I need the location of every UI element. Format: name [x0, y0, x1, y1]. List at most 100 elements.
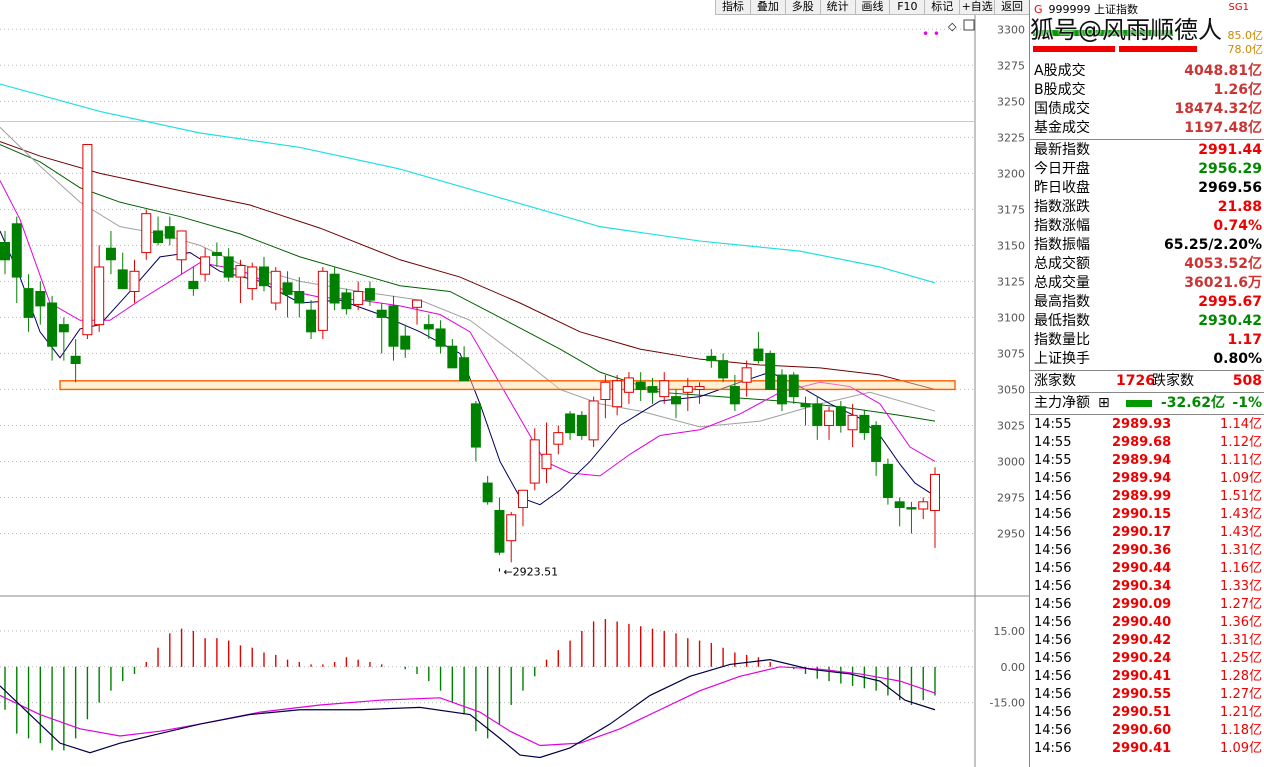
candle-body-37	[435, 328, 446, 347]
rise-fall-row: 涨家数 1726 跌家数 508	[1030, 372, 1264, 391]
volume-value: 18474.32亿	[1174, 101, 1262, 117]
stat-label: 最低指数	[1034, 313, 1090, 329]
candle-body-51	[600, 381, 611, 401]
candle-body-26	[306, 309, 317, 333]
candle-body-47	[553, 432, 564, 445]
candle-body-25	[294, 290, 305, 304]
volume-label: 基金成交	[1034, 120, 1090, 136]
ma-black-line	[0, 230, 936, 506]
toolbar-button-0[interactable]: 指标	[715, 0, 750, 14]
candle-body-17	[200, 256, 211, 275]
stat-row-1: 今日开盘 2956.29	[1030, 160, 1264, 179]
y-tick-label-8: 3100	[997, 311, 1025, 324]
candle-body-8	[94, 266, 105, 326]
red-volume-bar-2	[1119, 46, 1197, 52]
stat-row-8: 最高指数 2995.67	[1030, 293, 1264, 312]
candle-body-50	[588, 400, 599, 441]
candle-body-34	[400, 335, 411, 350]
candle-body-68	[800, 403, 811, 408]
candle-body-67	[788, 374, 799, 398]
volume-value: 1197.48亿	[1184, 120, 1262, 136]
toolbar-button-7[interactable]: +自选	[959, 0, 994, 14]
candle-body-60	[706, 355, 717, 362]
dropdown-icon[interactable]: ⊞	[1098, 395, 1110, 411]
fall-label: 跌家数	[1152, 373, 1194, 389]
tick-row-18: 14:56 2990.41 1.09亿	[1030, 740, 1264, 758]
stat-label: 总成交量	[1034, 275, 1090, 291]
candle-body-45	[529, 439, 540, 484]
candle-body-66	[776, 374, 787, 405]
candle-body-70	[824, 410, 835, 426]
candle-body-14	[164, 226, 175, 239]
tick-price: 2990.40	[1112, 615, 1172, 630]
volume-label: B股成交	[1034, 82, 1086, 98]
y-tick-label-7: 3125	[997, 275, 1025, 288]
candle-body-79	[930, 473, 940, 511]
tick-price: 2989.94	[1112, 453, 1172, 468]
tick-volume: 1.43亿	[1220, 525, 1262, 540]
stat-row-9: 最低指数 2930.42	[1030, 312, 1264, 331]
tick-volume: 1.14亿	[1220, 417, 1262, 432]
panel-header: G 999999 上证指数 SG1 85.0亿 78.0亿 搜狐号@风雨顺德人	[1030, 0, 1264, 60]
scroll-box-icon	[963, 19, 975, 31]
scroll-left-icon: ◇	[948, 20, 957, 33]
stat-row-5: 指数振幅 65.25/2.20%	[1030, 236, 1264, 255]
code-text: 999999	[1048, 3, 1091, 16]
macd-tick-label-1: 0.00	[1001, 661, 1026, 674]
candle-body-19	[223, 256, 234, 278]
candle-body-7	[82, 144, 93, 336]
tick-volume: 1.25亿	[1220, 651, 1262, 666]
tick-price: 2990.15	[1112, 507, 1172, 522]
tick-volume: 1.27亿	[1220, 597, 1262, 612]
tick-row-0: 14:55 2989.93 1.14亿	[1030, 416, 1264, 434]
kline-chart[interactable]: 3300 3275 3250 3225 3200 3175 3150 3125 3100 3075…	[0, 0, 1029, 767]
toolbar-button-8[interactable]: 返回	[994, 0, 1029, 14]
top-value-1: 85.0亿	[1227, 29, 1264, 42]
volume-value: 4048.81亿	[1184, 63, 1262, 79]
y-tick-label-1: 3275	[997, 59, 1025, 72]
rise-count: 1726	[1116, 373, 1155, 389]
y-tick-label-2: 3250	[997, 95, 1025, 108]
tick-price: 2990.51	[1112, 705, 1172, 720]
candle-body-53	[623, 377, 634, 393]
toolbar-button-4[interactable]: 画线	[854, 0, 890, 14]
toolbar-button-1[interactable]: 叠加	[749, 0, 785, 14]
candle-body-9	[105, 247, 116, 261]
tick-volume: 1.33亿	[1220, 579, 1262, 594]
tick-price: 2989.93	[1112, 417, 1172, 432]
stat-value: 36021.6万	[1184, 275, 1262, 291]
candle-body-11	[129, 270, 140, 292]
tick-volume: 1.18亿	[1220, 723, 1262, 738]
separator-2	[1030, 370, 1264, 371]
tick-volume: 1.12亿	[1220, 435, 1262, 450]
tick-row-2: 14:55 2989.94 1.11亿	[1030, 452, 1264, 470]
toolbar-button-5[interactable]: F10	[889, 0, 924, 14]
watermark-text: 搜狐号@风雨顺德人	[1029, 16, 1222, 44]
tick-time: 14:56	[1034, 471, 1072, 486]
stat-value: 2930.42	[1198, 313, 1262, 329]
tick-time: 14:55	[1034, 435, 1072, 450]
separator-4	[1030, 414, 1264, 415]
volume-row-3: 基金成交 1197.48亿	[1030, 119, 1264, 138]
stat-label: 总成交额	[1034, 256, 1090, 272]
candle-body-69	[812, 403, 823, 426]
main-flow-pct: -1%	[1232, 395, 1262, 411]
tick-volume: 1.21亿	[1220, 705, 1262, 720]
tick-time: 14:56	[1034, 525, 1072, 540]
candle-body-2	[23, 288, 34, 318]
tick-time: 14:56	[1034, 705, 1072, 720]
toolbar-button-6[interactable]: 标记	[924, 0, 959, 14]
stat-row-3: 指数涨跌 21.88	[1030, 198, 1264, 217]
tick-row-16: 14:56 2990.51 1.21亿	[1030, 704, 1264, 722]
candle-body-27	[317, 270, 328, 331]
volume-label: 国债成交	[1034, 101, 1090, 117]
tick-volume: 1.43亿	[1220, 507, 1262, 522]
stock-code: G 999999 上证指数	[1034, 1, 1138, 17]
candle-body-22	[258, 266, 269, 287]
toolbar-button-2[interactable]: 多股	[784, 0, 820, 14]
y-tick-label-13: 2975	[997, 491, 1025, 504]
toolbar-button-3[interactable]: 统计	[819, 0, 855, 14]
tick-price: 2989.68	[1112, 435, 1172, 450]
y-tick-label-0: 3300	[997, 23, 1025, 36]
candle-body-52	[612, 380, 623, 408]
